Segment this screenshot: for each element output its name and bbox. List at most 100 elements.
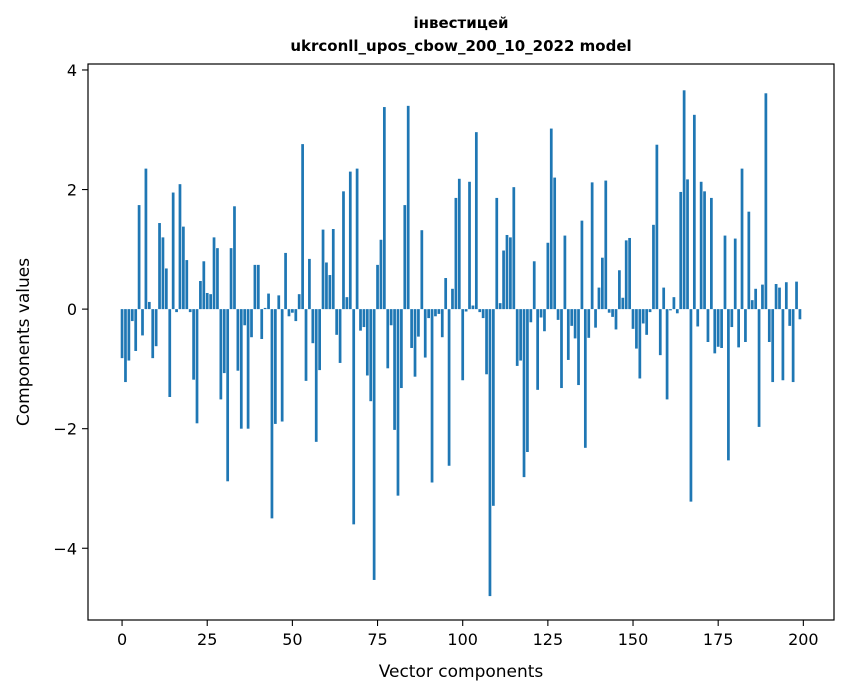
bar bbox=[641, 309, 645, 324]
bar bbox=[168, 309, 172, 397]
bar bbox=[246, 309, 250, 429]
bar bbox=[532, 261, 536, 310]
bar bbox=[635, 309, 638, 349]
chart-title-line-1: інвестицей bbox=[413, 14, 508, 32]
y-tick-label: 0 bbox=[67, 300, 77, 319]
bar bbox=[151, 309, 155, 359]
bar bbox=[652, 224, 655, 310]
bar bbox=[468, 181, 471, 310]
bar bbox=[590, 182, 594, 310]
bar bbox=[526, 309, 529, 453]
bar bbox=[314, 309, 318, 442]
bar bbox=[539, 309, 543, 318]
bar bbox=[239, 309, 243, 429]
bar bbox=[638, 309, 642, 379]
bar bbox=[502, 250, 505, 310]
bar bbox=[662, 287, 666, 310]
bar bbox=[730, 309, 734, 328]
bar bbox=[417, 309, 420, 337]
bar bbox=[359, 309, 362, 331]
bar bbox=[764, 93, 768, 310]
bar bbox=[348, 171, 352, 310]
bar bbox=[188, 309, 192, 313]
bar bbox=[318, 309, 321, 371]
bar bbox=[781, 309, 785, 381]
bar bbox=[178, 184, 182, 310]
bar bbox=[144, 168, 148, 310]
bar bbox=[621, 297, 625, 310]
bar bbox=[692, 114, 696, 310]
x-axis-label: Vector components bbox=[379, 662, 544, 682]
bar bbox=[434, 309, 437, 317]
bar bbox=[573, 309, 577, 339]
bar bbox=[280, 309, 284, 422]
bar bbox=[192, 309, 195, 380]
bar bbox=[284, 252, 287, 310]
bar bbox=[798, 309, 802, 320]
bar bbox=[716, 309, 720, 347]
bar bbox=[495, 197, 499, 310]
bar bbox=[226, 309, 230, 482]
bar bbox=[604, 180, 608, 310]
bar bbox=[791, 309, 795, 383]
bar bbox=[270, 309, 274, 519]
bar bbox=[161, 237, 165, 310]
bar bbox=[447, 309, 451, 466]
bar bbox=[328, 275, 332, 310]
bar bbox=[437, 309, 441, 314]
x-tick-label: 150 bbox=[618, 630, 649, 649]
bar bbox=[308, 258, 311, 310]
bar bbox=[291, 309, 294, 313]
bar bbox=[297, 294, 301, 310]
bar bbox=[454, 197, 458, 310]
bar bbox=[607, 309, 611, 313]
bar bbox=[682, 90, 686, 310]
bar bbox=[158, 223, 161, 310]
bar bbox=[304, 309, 308, 381]
bar bbox=[549, 128, 553, 310]
bar bbox=[253, 264, 257, 310]
bar bbox=[260, 309, 264, 340]
bar bbox=[686, 179, 689, 310]
bar bbox=[658, 309, 662, 356]
bar bbox=[273, 309, 277, 424]
bar bbox=[222, 309, 226, 374]
bar bbox=[481, 309, 485, 319]
bar bbox=[498, 303, 502, 310]
bar bbox=[396, 309, 400, 496]
x-tick-label: 100 bbox=[447, 630, 478, 649]
bar bbox=[277, 295, 281, 310]
x-axis-ticks: 0 25 50 75 100 125 150 175 200 bbox=[117, 620, 819, 649]
bar bbox=[628, 237, 631, 310]
x-tick-label: 0 bbox=[117, 630, 127, 649]
bar bbox=[614, 309, 618, 330]
bar bbox=[410, 309, 413, 348]
bar bbox=[199, 281, 202, 310]
bar bbox=[570, 309, 574, 326]
bar bbox=[124, 309, 127, 383]
bar bbox=[393, 309, 396, 430]
bar bbox=[672, 297, 676, 310]
bar bbox=[352, 309, 356, 525]
bar bbox=[444, 278, 448, 310]
bar bbox=[325, 262, 328, 310]
bar bbox=[512, 187, 516, 310]
bar bbox=[423, 309, 427, 358]
bar bbox=[413, 309, 417, 377]
bar bbox=[130, 309, 134, 322]
bar bbox=[488, 309, 492, 597]
bar bbox=[147, 301, 151, 310]
bar bbox=[263, 307, 267, 310]
bar bbox=[556, 309, 560, 320]
bar bbox=[321, 229, 325, 310]
bar bbox=[665, 309, 669, 400]
bar bbox=[301, 144, 304, 310]
bar bbox=[406, 105, 410, 310]
bar bbox=[120, 309, 124, 359]
bar bbox=[784, 282, 788, 310]
bar bbox=[389, 309, 393, 326]
bar bbox=[587, 309, 591, 338]
bar bbox=[229, 248, 233, 310]
bar bbox=[134, 309, 138, 351]
bar bbox=[580, 220, 584, 310]
